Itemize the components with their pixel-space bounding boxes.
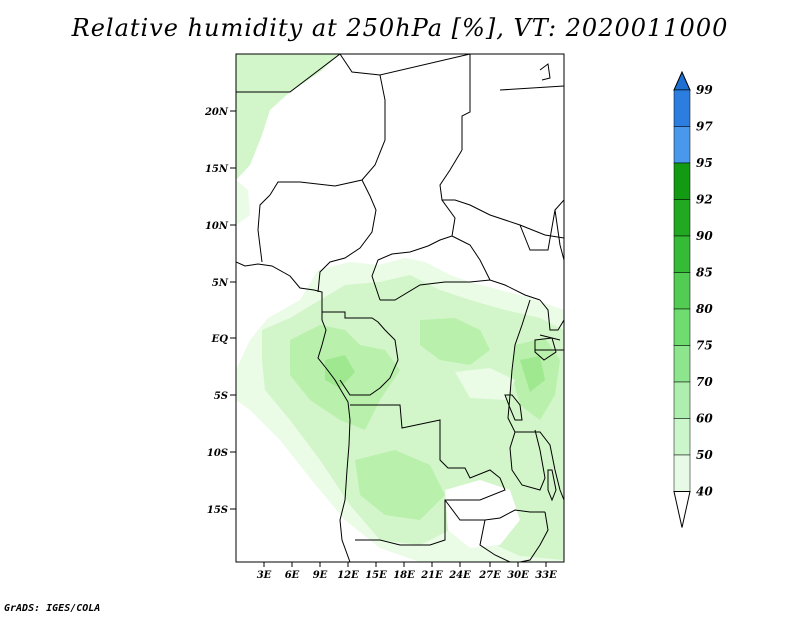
colorbar-level-label: 90: [696, 229, 713, 243]
colorbar-segment: [673, 89, 691, 127]
colorbar-segment: [673, 162, 691, 200]
lon-label: 15E: [365, 570, 387, 581]
colorbar-segment: [673, 381, 691, 419]
humidity-field: [236, 54, 564, 562]
border-east-top: [499, 63, 564, 91]
lon-axis: 3E 6E 9E 12E 15E 18E 21E 24E 27E 30E 33E: [257, 562, 557, 581]
country-borders: [236, 54, 564, 562]
colorbar-level-label: 75: [696, 339, 713, 353]
colorbar-level-label: 92: [696, 193, 713, 207]
lon-label: 33E: [535, 570, 557, 581]
colorbar-level-label: 80: [696, 302, 713, 316]
humidity-area-core-2: [420, 318, 490, 365]
lon-label: 6E: [285, 570, 300, 581]
lake-malawi: [547, 469, 557, 502]
lat-label: 15S: [207, 505, 228, 516]
humidity-area-north: [236, 54, 340, 180]
colorbar-level-label: 99: [696, 83, 713, 97]
colorbar-segment: [673, 235, 691, 273]
colorbar-segment: [673, 345, 691, 383]
border-mali-niger: [236, 54, 471, 150]
colorbar-segment: [673, 418, 691, 456]
humidity-area-core-6: [520, 356, 545, 392]
colorbar-level-label: 97: [696, 120, 713, 134]
border-mozambique: [519, 511, 549, 562]
colorbar-segment: [673, 454, 691, 492]
humidity-area-north-light: [236, 180, 250, 225]
humidity-area-core-4: [355, 450, 445, 520]
border-ethiopia: [554, 209, 564, 261]
border-east-africa: [515, 299, 564, 501]
colorbar-top-arrow: [673, 70, 691, 91]
colorbar: 99 97 95 92 90 85 80 75 70 60 50 40: [673, 70, 713, 528]
colorbar-level-label: 60: [696, 412, 713, 426]
colorbar-level-label: 85: [696, 266, 713, 280]
lon-label: 21E: [420, 570, 443, 581]
lake-tanganyika: [504, 394, 523, 421]
grads-credit: GrADS: IGES/COLA: [4, 603, 101, 614]
border-sudan-south: [442, 199, 564, 251]
colorbar-segment: [673, 126, 691, 164]
lat-label: 20N: [204, 107, 229, 118]
coastline-west-africa: [236, 261, 351, 562]
lat-label: 15N: [205, 164, 229, 175]
lon-label: 18E: [393, 570, 415, 581]
lon-label: 12E: [337, 570, 359, 581]
map-frame: [235, 53, 565, 563]
colorbar-level-label: 40: [696, 485, 713, 499]
humidity-area-core-5: [325, 355, 355, 388]
lat-axis: 20N 15N 10N 5N EQ 5S 10S 15S: [204, 107, 236, 516]
colorbar-level-label: 95: [696, 156, 713, 170]
dry-area-south: [445, 480, 520, 548]
dry-area-east: [455, 368, 515, 400]
border-car: [380, 235, 541, 301]
colorbar-segment: [673, 308, 691, 346]
border-congo: [322, 311, 399, 396]
colorbar-level-label: 50: [696, 448, 713, 462]
map-title: Relative humidity at 250hPa [%], VT: 202…: [71, 14, 729, 42]
colorbar-segment: [673, 199, 691, 237]
border-nigeria: [257, 179, 377, 293]
lat-label: EQ: [211, 334, 229, 345]
lake-victoria: [534, 337, 557, 361]
border-chad-sudan: [371, 149, 463, 301]
lon-label: 27E: [478, 570, 501, 581]
border-angola: [350, 404, 506, 546]
colorbar-bottom-arrow: [673, 491, 691, 528]
lat-label: 5S: [214, 391, 228, 402]
border-zambia: [444, 499, 545, 562]
lat-label: 5N: [212, 278, 229, 289]
lat-label: 10N: [205, 221, 229, 232]
colorbar-segment: [673, 272, 691, 310]
lon-label: 3E: [257, 570, 272, 581]
lon-label: 30E: [507, 570, 529, 581]
lon-label: 24E: [448, 570, 471, 581]
lon-label: 9E: [313, 570, 328, 581]
border-drc-east: [507, 299, 546, 491]
lat-label: 10S: [207, 448, 228, 459]
colorbar-level-label: 70: [696, 375, 713, 389]
